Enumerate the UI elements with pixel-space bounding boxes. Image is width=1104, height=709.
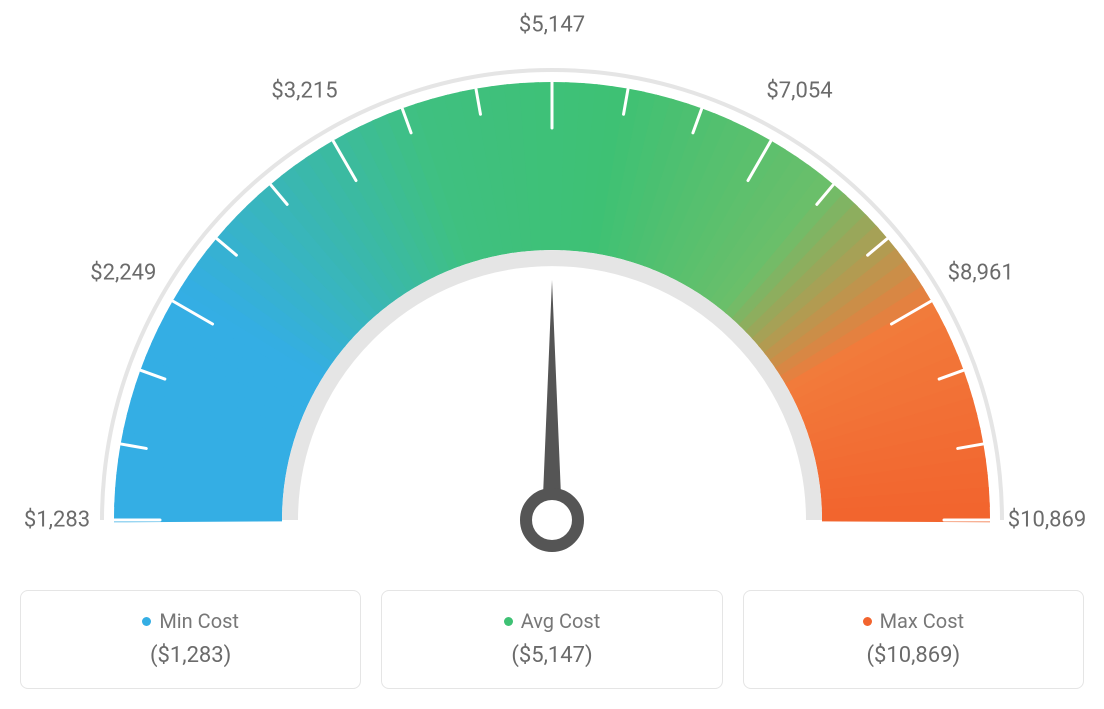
- dot-avg: [504, 617, 513, 626]
- cost-gauge: $1,283$2,249$3,215$5,147$7,054$8,961$10,…: [20, 20, 1084, 580]
- gauge-tick-label: $2,249: [90, 260, 156, 285]
- legend-title-avg-text: Avg Cost: [521, 609, 601, 633]
- legend-row: Min Cost ($1,283) Avg Cost ($5,147) Max …: [20, 590, 1084, 689]
- legend-card-avg: Avg Cost ($5,147): [381, 590, 722, 689]
- legend-value-avg: ($5,147): [402, 643, 701, 668]
- legend-value-max: ($10,869): [764, 643, 1063, 668]
- gauge-tick-label: $7,054: [766, 79, 832, 104]
- gauge-tick-label: $5,147: [519, 13, 585, 38]
- legend-value-min: ($1,283): [41, 643, 340, 668]
- legend-title-avg: Avg Cost: [504, 609, 601, 633]
- legend-title-min: Min Cost: [142, 609, 239, 633]
- gauge-tick-label: $1,283: [24, 508, 90, 533]
- legend-title-max: Max Cost: [863, 609, 965, 633]
- dot-max: [863, 617, 872, 626]
- legend-card-max: Max Cost ($10,869): [743, 590, 1084, 689]
- legend-title-max-text: Max Cost: [880, 609, 965, 633]
- gauge-tick-label: $3,215: [271, 79, 337, 104]
- dot-min: [142, 617, 151, 626]
- gauge-tick-label: $8,961: [948, 260, 1014, 285]
- legend-card-min: Min Cost ($1,283): [20, 590, 361, 689]
- legend-title-min-text: Min Cost: [159, 609, 239, 633]
- gauge-tick-label: $10,869: [1008, 508, 1087, 533]
